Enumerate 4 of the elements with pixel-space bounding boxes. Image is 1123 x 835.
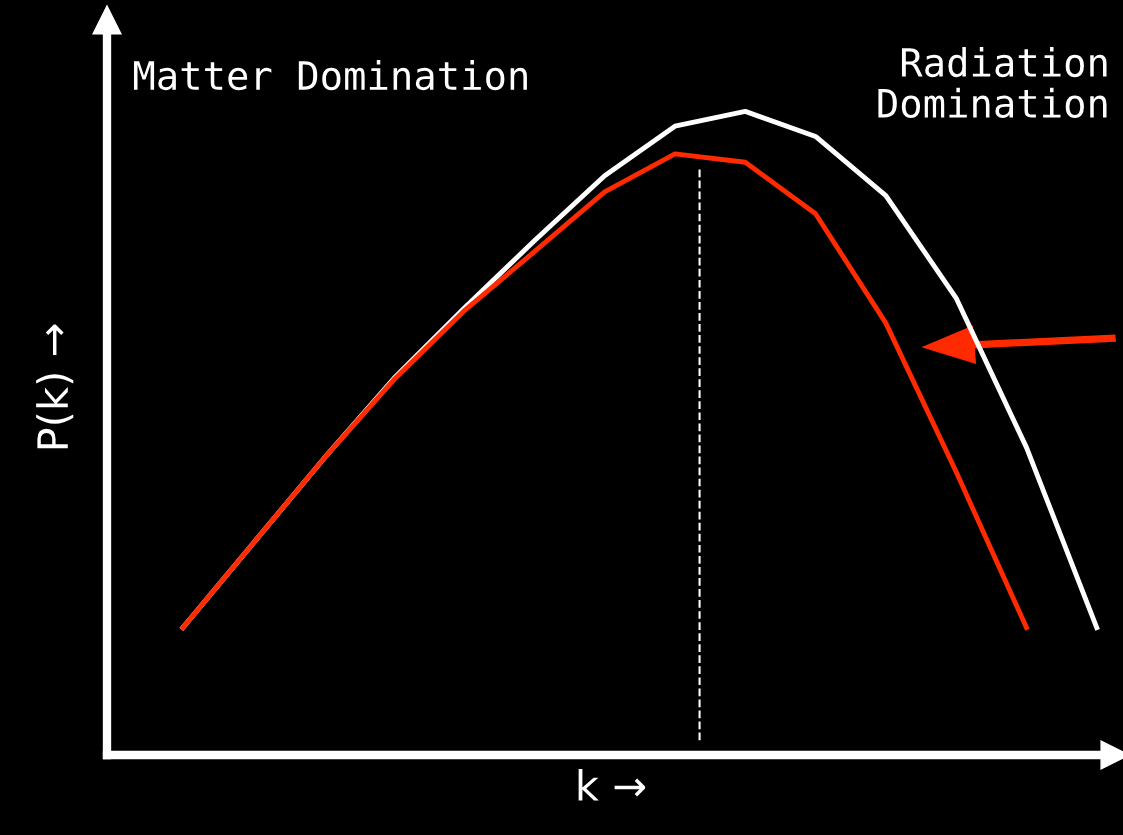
- text: Matter Domination: [133, 60, 527, 91]
- y-axis-title: P(k) →: [36, 324, 74, 449]
- x-axis-title: k →: [578, 768, 646, 801]
- annotation: Radiation Domination: [878, 47, 1107, 118]
